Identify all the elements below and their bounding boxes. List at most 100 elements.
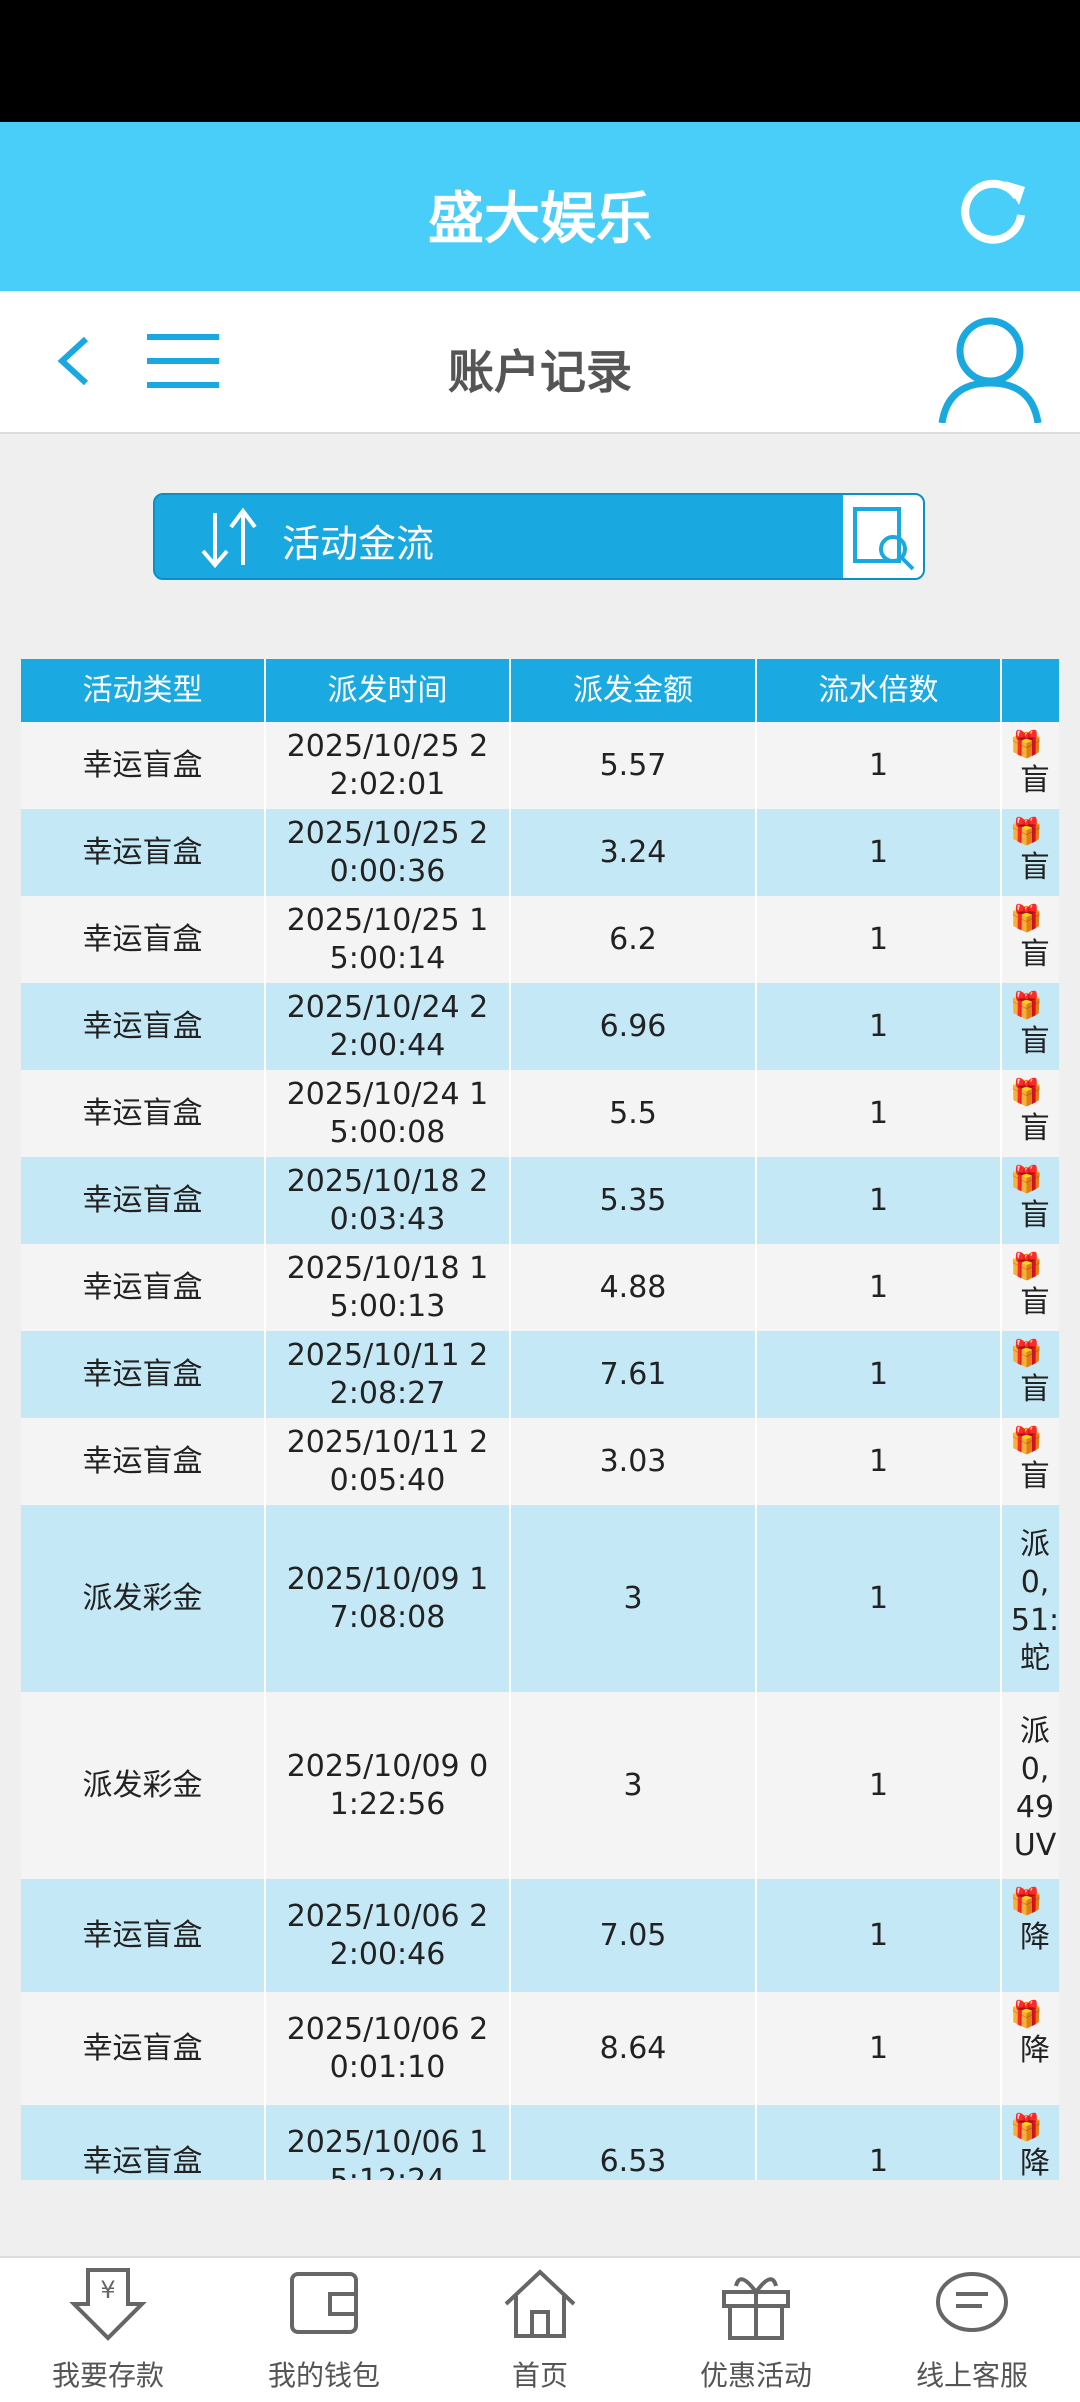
cell-text: 幸运盲盒 bbox=[82, 2030, 203, 2066]
table-cell: 2025/10/25 20:00:36 bbox=[266, 809, 511, 896]
remark-text: 盲 bbox=[1020, 1372, 1050, 1407]
table-cell: 2025/10/09 01:22:56 bbox=[266, 1692, 511, 1879]
gift-icon: 🎁 bbox=[1010, 2000, 1043, 2030]
table-cell: 3 bbox=[511, 1692, 757, 1879]
table-cell: 幸运盲盒 bbox=[21, 1418, 266, 1505]
page-title: 账户记录 bbox=[448, 345, 632, 399]
nav-label: 我要存款 bbox=[51, 2359, 164, 2392]
refresh-button[interactable] bbox=[955, 167, 1035, 247]
cell-text: 幸运盲盒 bbox=[82, 1443, 203, 1479]
cell-text: 2025/10/11 22:08:27 bbox=[286, 1337, 489, 1411]
cell-text: 1 bbox=[868, 1008, 889, 1044]
nav-icon bbox=[722, 2277, 790, 2340]
cell-text: 幸运盲盒 bbox=[82, 747, 203, 783]
nav-label: 优惠活动 bbox=[699, 2359, 812, 2392]
table-cell: 1 bbox=[757, 1879, 1002, 1992]
cell-text: 1 bbox=[868, 2030, 889, 2066]
gift-icon: 🎁 bbox=[1010, 1078, 1043, 1108]
remark-text: 盲 bbox=[1020, 763, 1050, 798]
table-cell: 2025/10/24 22:00:44 bbox=[266, 983, 511, 1070]
table-cell: 幸运盲盒 bbox=[21, 1070, 266, 1157]
table-row: 派发彩金 2025/10/09 01:22:56 3 1 派 0, 49 UV bbox=[21, 1692, 1059, 1879]
table-cell: 3.03 bbox=[511, 1418, 757, 1505]
cell-text: 幸运盲盒 bbox=[82, 1008, 203, 1044]
table-cell: 6.2 bbox=[511, 896, 757, 983]
app-header: 盛大娱乐 bbox=[0, 122, 1080, 291]
nav-item[interactable]: 我的钱包 bbox=[216, 2256, 432, 2400]
nav-label: 我的钱包 bbox=[267, 2359, 380, 2392]
cell-text: 派发彩金 bbox=[82, 1580, 203, 1616]
back-button[interactable] bbox=[50, 331, 100, 391]
nav-item[interactable]: 首页 bbox=[432, 2256, 648, 2400]
header-row: 活动类型 派发时间 派发金额 流水倍数 bbox=[21, 659, 1059, 722]
table-cell: 2025/10/18 15:00:13 bbox=[266, 1244, 511, 1331]
cell-text: 3.03 bbox=[599, 1443, 667, 1479]
bottom-nav bbox=[0, 2256, 1080, 2402]
cell-text: 7.61 bbox=[599, 1356, 667, 1392]
nav-item[interactable]: 优惠活动 bbox=[648, 2256, 864, 2400]
gift-icon: 🎁 bbox=[1010, 904, 1043, 934]
menu-button[interactable] bbox=[145, 331, 221, 391]
table-cell: 2025/10/06 22:00:46 bbox=[266, 1879, 511, 1992]
table-cell: 2025/10/11 20:05:40 bbox=[266, 1418, 511, 1505]
table-cell: 🎁 盲 bbox=[1002, 722, 1059, 809]
cell-text: 2025/10/09 01:22:56 bbox=[286, 1748, 489, 1822]
filter-button[interactable]: 活动金流 bbox=[153, 493, 925, 580]
remark-text: 盲 bbox=[1020, 1111, 1050, 1146]
cell-text: 1 bbox=[868, 1443, 889, 1479]
table-cell: 🎁 降 bbox=[1002, 1992, 1059, 2105]
table-cell: 6.96 bbox=[511, 983, 757, 1070]
svg-text:¥: ¥ bbox=[100, 2276, 115, 2304]
cell-text: 1 bbox=[868, 834, 889, 870]
cell-text: 6.2 bbox=[609, 921, 657, 957]
remark-text: 盲 bbox=[1020, 1024, 1050, 1059]
nav-item[interactable]: ¥ 我要存款 bbox=[0, 2256, 216, 2400]
table-row: 幸运盲盒 2025/10/18 15:00:13 4.88 1 🎁 盲 bbox=[21, 1244, 1059, 1331]
table-row: 幸运盲盒 2025/10/06 22:00:46 7.05 1 🎁 降 bbox=[21, 1879, 1059, 1992]
table-cell: 3.24 bbox=[511, 809, 757, 896]
cell-text: 1 bbox=[868, 1356, 889, 1392]
table-row: 幸运盲盒 2025/10/25 20:00:36 3.24 1 🎁 盲 bbox=[21, 809, 1059, 896]
search-icon[interactable] bbox=[843, 495, 923, 578]
table-cell: 🎁 盲 bbox=[1002, 1331, 1059, 1418]
table-cell: 1 bbox=[757, 896, 1002, 983]
table-cell: 幸运盲盒 bbox=[21, 2105, 266, 2180]
remark-text: 派 0, 49 UV bbox=[1013, 1713, 1057, 1863]
status-bar bbox=[0, 0, 1080, 122]
gift-icon: 🎁 bbox=[1010, 2113, 1043, 2143]
cell-text: 5.57 bbox=[599, 747, 667, 783]
nav-item[interactable]: 线上客服 bbox=[864, 2256, 1080, 2400]
header-cell: 活动类型 bbox=[21, 659, 266, 722]
gift-icon: 🎁 bbox=[1010, 1252, 1043, 1282]
table-row: 幸运盲盒 2025/10/06 15:12:24 6.53 1 🎁 降 bbox=[21, 2105, 1059, 2180]
table-cell: 🎁 盲 bbox=[1002, 1157, 1059, 1244]
table-cell: 派发彩金 bbox=[21, 1505, 266, 1692]
table-cell: 幸运盲盒 bbox=[21, 1244, 266, 1331]
remark-text: 盲 bbox=[1020, 850, 1050, 885]
cell-text: 2025/10/25 22:02:01 bbox=[286, 728, 489, 802]
table-row: 幸运盲盒 2025/10/06 20:01:10 8.64 1 🎁 降 bbox=[21, 1992, 1059, 2105]
table-cell: 2025/10/25 15:00:14 bbox=[266, 896, 511, 983]
table-cell: 🎁 盲 bbox=[1002, 1244, 1059, 1331]
nav-icon bbox=[290, 2272, 358, 2334]
cell-text: 2025/10/06 15:12:24 bbox=[286, 2124, 489, 2181]
cell-text: 2025/10/25 15:00:14 bbox=[286, 902, 489, 976]
table-row: 幸运盲盒 2025/10/25 22:02:01 5.57 1 🎁 盲 bbox=[21, 722, 1059, 809]
table-cell: 1 bbox=[757, 1244, 1002, 1331]
table-cell: 5.5 bbox=[511, 1070, 757, 1157]
gift-icon: 🎁 bbox=[1010, 991, 1043, 1021]
cell-text: 幸运盲盒 bbox=[82, 1917, 203, 1953]
record-table: 活动类型 派发时间 派发金额 流水倍数幸运盲盒 2025/10/25 22:02:01 5… bbox=[21, 659, 1059, 2180]
cell-text: 3 bbox=[623, 1580, 643, 1616]
header-cell: 派发时间 bbox=[266, 659, 511, 722]
header-cell bbox=[1002, 659, 1059, 722]
table-cell: 2025/10/11 22:08:27 bbox=[266, 1331, 511, 1418]
remark-text: 降 bbox=[1020, 2146, 1050, 2180]
table-cell: 🎁 盲 bbox=[1002, 809, 1059, 896]
table-cell: 1 bbox=[757, 809, 1002, 896]
nav-icon bbox=[936, 2272, 1008, 2332]
profile-button[interactable] bbox=[938, 313, 1042, 423]
cell-text: 5.35 bbox=[599, 1182, 667, 1218]
cell-text: 3 bbox=[623, 1767, 643, 1803]
